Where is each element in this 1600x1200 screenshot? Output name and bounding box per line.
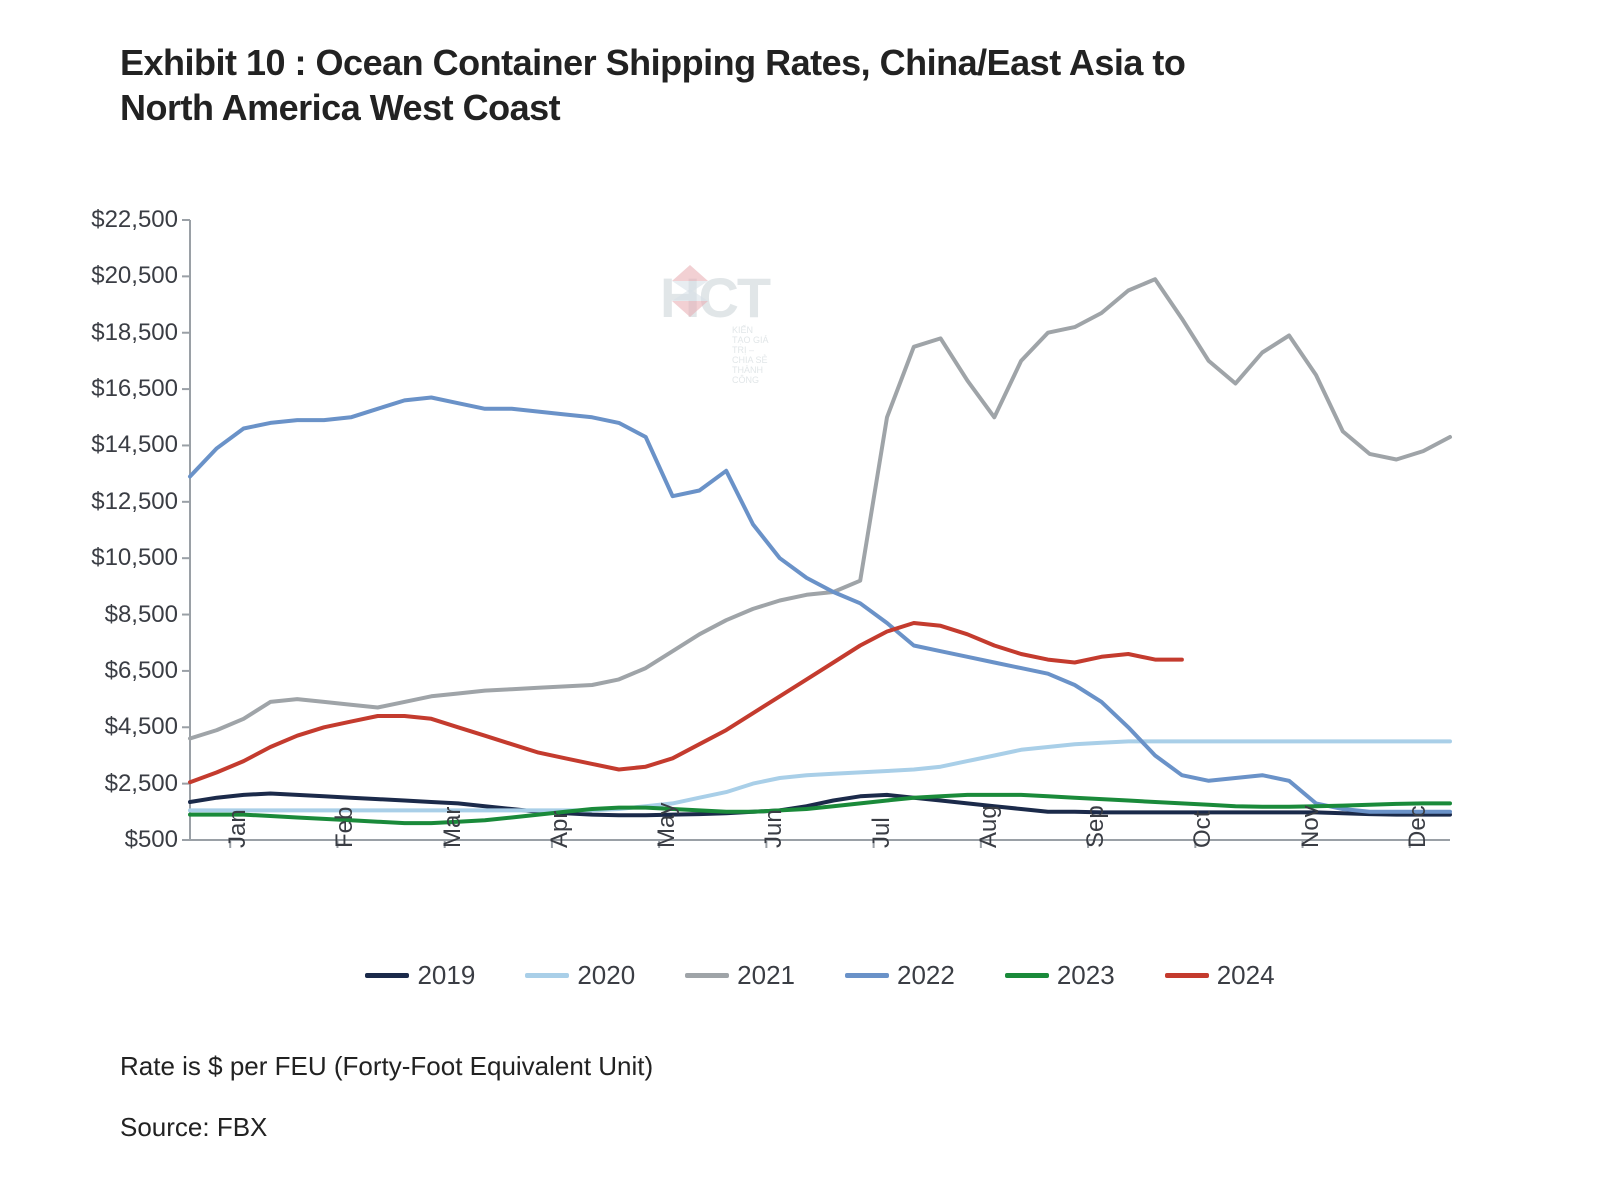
- x-tick-label: Feb: [331, 807, 359, 848]
- y-tick-label: $2,500: [105, 770, 190, 798]
- legend-label: 2021: [737, 960, 795, 991]
- series-line-2022: [190, 398, 1450, 812]
- y-tick-label: $8,500: [105, 601, 190, 629]
- legend-swatch: [525, 973, 569, 978]
- legend-item-2023: 2023: [1005, 960, 1115, 991]
- x-tick-label: Jun: [760, 809, 788, 848]
- legend-swatch: [365, 973, 409, 978]
- y-tick-label: $22,500: [91, 206, 190, 234]
- legend-label: 2020: [577, 960, 635, 991]
- legend-swatch: [685, 973, 729, 978]
- legend-label: 2024: [1217, 960, 1275, 991]
- footnote-source: Source: FBX: [120, 1112, 1520, 1143]
- x-tick-label: Mar: [439, 807, 467, 848]
- x-tick-label: Dec: [1404, 805, 1432, 848]
- legend-item-2020: 2020: [525, 960, 635, 991]
- x-tick-label: May: [653, 803, 681, 848]
- line-chart-svg: [190, 220, 1450, 840]
- x-tick-label: Apr: [546, 811, 574, 848]
- legend: 2019 2020 2021 2022 2023 2024: [190, 960, 1450, 991]
- y-tick-label: $10,500: [91, 544, 190, 572]
- legend-swatch: [845, 973, 889, 978]
- x-tick-label: Jul: [868, 817, 896, 848]
- y-tick-label: $12,500: [91, 488, 190, 516]
- x-tick-label: Sep: [1082, 805, 1110, 848]
- legend-swatch: [1005, 973, 1049, 978]
- x-tick-label: Aug: [975, 805, 1003, 848]
- legend-label: 2019: [417, 960, 475, 991]
- legend-item-2019: 2019: [365, 960, 475, 991]
- legend-item-2022: 2022: [845, 960, 955, 991]
- footnote-rate: Rate is $ per FEU (Forty-Foot Equivalent…: [120, 1051, 1520, 1082]
- y-tick-label: $20,500: [91, 262, 190, 290]
- chart-area: HCT KIẾN TẠO GIÁ TRỊ – CHIA SẺ THÀNH CÔN…: [190, 220, 1450, 840]
- y-tick-label: $6,500: [105, 657, 190, 685]
- page: Exhibit 10 : Ocean Container Shipping Ra…: [0, 0, 1600, 1200]
- x-tick-label: Oct: [1189, 811, 1217, 848]
- legend-item-2024: 2024: [1165, 960, 1275, 991]
- y-tick-label: $14,500: [91, 431, 190, 459]
- y-tick-label: $16,500: [91, 375, 190, 403]
- y-tick-label: $4,500: [105, 713, 190, 741]
- legend-label: 2022: [897, 960, 955, 991]
- legend-label: 2023: [1057, 960, 1115, 991]
- x-tick-label: Jan: [224, 809, 252, 848]
- chart-title: Exhibit 10 : Ocean Container Shipping Ra…: [120, 40, 1220, 130]
- y-tick-label: $18,500: [91, 319, 190, 347]
- legend-swatch: [1165, 973, 1209, 978]
- x-tick-label: Nov: [1297, 805, 1325, 848]
- legend-item-2021: 2021: [685, 960, 795, 991]
- y-tick-label: $500: [125, 826, 190, 854]
